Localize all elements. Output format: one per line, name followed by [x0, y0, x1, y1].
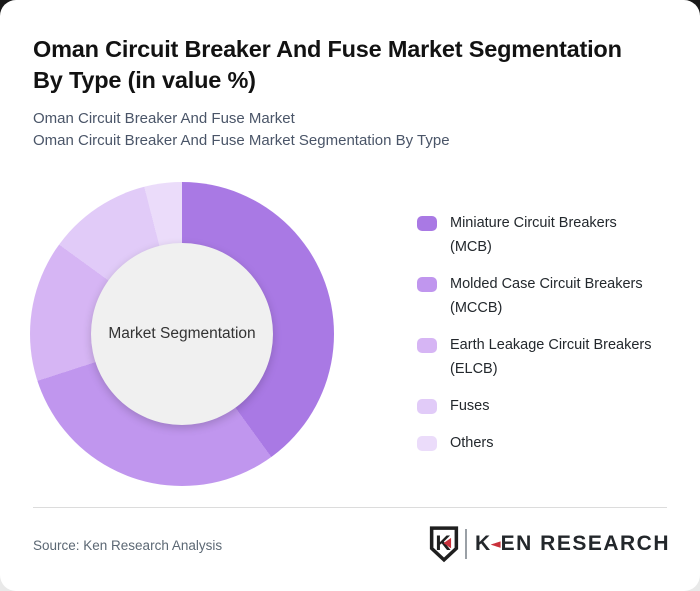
legend-label-name: Others — [450, 435, 494, 451]
legend-label: Earth Leakage Circuit Breakers (ELCB) — [450, 333, 652, 381]
legend-label-name: Miniature Circuit Breakers — [450, 215, 617, 231]
page-title: Oman Circuit Breaker And Fuse Market Seg… — [33, 34, 622, 96]
legend-label-name: Molded Case Circuit Breakers — [450, 276, 643, 292]
logo-wordmark-k: K — [474, 532, 492, 555]
legend-swatch — [417, 436, 437, 451]
logo-wordmark-rest: EN RESEARCH — [500, 532, 670, 555]
legend-swatch — [417, 277, 437, 292]
ken-research-shield-icon: K — [429, 526, 459, 563]
svg-text:K: K — [435, 532, 451, 555]
legend-item[interactable]: Molded Case Circuit Breakers (MCCB) — [417, 272, 677, 320]
donut-center: Market Segmentation — [91, 243, 273, 425]
legend-item[interactable]: Miniature Circuit Breakers (MCB) — [417, 211, 677, 259]
legend-label-name: Fuses — [450, 398, 490, 414]
donut-chart[interactable]: Market Segmentation — [30, 182, 334, 486]
legend-item[interactable]: Others — [417, 431, 677, 455]
legend-label-abbr: (MCB) — [450, 239, 492, 255]
logo-wordmark: K ◄ EN RESEARCH — [475, 532, 670, 556]
page-title-line2: By Type (in value %) — [33, 67, 256, 93]
donut-center-label: Market Segmentation — [108, 325, 256, 342]
red-arrow-icon: ◄ — [490, 537, 501, 552]
legend-item[interactable]: Earth Leakage Circuit Breakers (ELCB) — [417, 333, 677, 381]
logo-separator — [464, 529, 467, 559]
legend-label-name: Earth Leakage Circuit Breakers — [450, 337, 652, 353]
footer-divider — [33, 507, 667, 508]
chart-subtitle: Oman Circuit Breaker And Fuse Market Oma… — [33, 108, 450, 152]
ken-research-logo: K K ◄ EN RESEARCH — [429, 524, 670, 564]
legend-item[interactable]: Fuses — [417, 394, 677, 418]
legend-label-abbr: (ELCB) — [450, 361, 498, 377]
legend-label: Miniature Circuit Breakers (MCB) — [450, 211, 617, 259]
chart-legend: Miniature Circuit Breakers (MCB) Molded Ca… — [417, 211, 677, 455]
legend-label: Fuses — [450, 394, 490, 418]
legend-label: Molded Case Circuit Breakers (MCCB) — [450, 272, 643, 320]
legend-swatch — [417, 216, 437, 231]
legend-swatch — [417, 338, 437, 353]
legend-swatch — [417, 399, 437, 414]
chart-subtitle-line2: Oman Circuit Breaker And Fuse Market Seg… — [33, 132, 450, 149]
page-title-line1: Oman Circuit Breaker And Fuse Market Seg… — [33, 36, 622, 62]
chart-subtitle-line1: Oman Circuit Breaker And Fuse Market — [33, 110, 295, 127]
source-note: Source: Ken Research Analysis — [33, 538, 223, 553]
legend-label-abbr: (MCCB) — [450, 300, 503, 316]
legend-label: Others — [450, 431, 494, 455]
